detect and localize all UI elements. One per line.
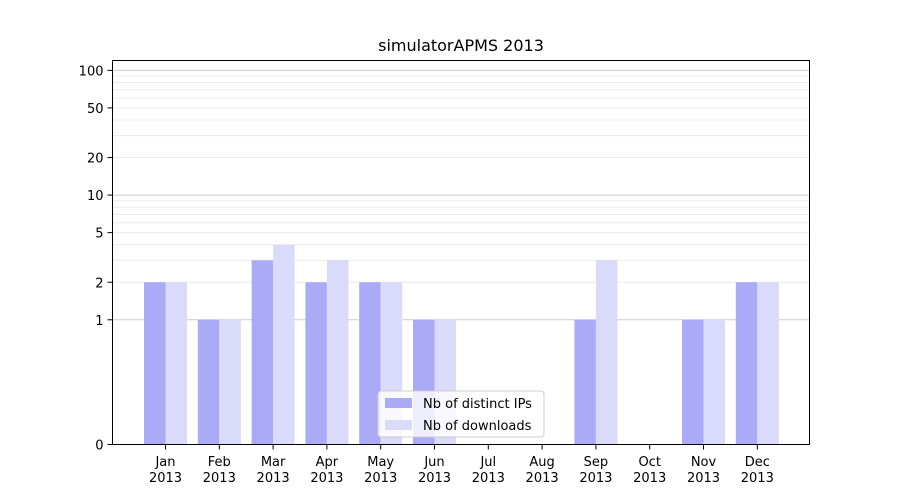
x-tick-label-year: 2013	[741, 471, 774, 486]
bar-distinct-ips	[359, 282, 381, 445]
bar-downloads	[273, 244, 295, 445]
bar-distinct-ips	[197, 319, 220, 445]
legend-swatch-ips	[385, 398, 412, 408]
x-tick-label-month: Sep	[584, 455, 609, 470]
x-tick-label-year: 2013	[310, 471, 343, 486]
grid	[112, 69, 810, 321]
y-tick-label: 1	[95, 314, 103, 329]
y-tick-label: 50	[87, 102, 104, 117]
legend-label-ips: Nb of distinct IPs	[423, 397, 532, 412]
chart-title: simulatorAPMS 2013	[378, 36, 544, 55]
legend-label-downloads: Nb of downloads	[423, 419, 532, 434]
bar-distinct-ips	[305, 282, 327, 445]
x-tick-label-year: 2013	[203, 471, 236, 486]
y-tick-label: 5	[95, 227, 103, 242]
bar-downloads	[757, 282, 779, 445]
bar-distinct-ips	[251, 260, 274, 445]
legend-box	[377, 390, 545, 438]
y-tick-label: 20	[87, 152, 104, 167]
x-axis: Jan2013Feb2013Mar2013Apr2013May2013Jun20…	[149, 444, 774, 486]
x-tick-label-month: Feb	[208, 455, 231, 470]
plot-frame	[112, 60, 810, 445]
x-tick-label-month: Jun	[423, 455, 444, 470]
x-tick-label-year: 2013	[418, 471, 451, 486]
x-tick-label-year: 2013	[472, 471, 505, 486]
x-tick-label-year: 2013	[257, 471, 290, 486]
bar-downloads	[703, 319, 725, 445]
bar-downloads	[165, 282, 187, 445]
x-tick-label-month: Apr	[316, 455, 339, 470]
y-tick-label: 0	[95, 439, 103, 454]
bar-downloads	[326, 260, 349, 445]
x-tick-label-month: Oct	[638, 455, 660, 470]
x-tick-label-year: 2013	[687, 471, 720, 486]
bar-distinct-ips	[735, 282, 758, 445]
legend-swatch-downloads	[385, 420, 412, 430]
bar-distinct-ips	[144, 282, 166, 445]
x-tick-label-month: Jul	[479, 455, 496, 470]
legend: Nb of distinct IPs Nb of downloads	[377, 390, 545, 438]
y-tick-label: 100	[79, 64, 104, 79]
y-axis: 0 1 2 5 10 20 50 100	[79, 64, 113, 454]
x-tick-label-month: Jan	[154, 455, 175, 470]
x-tick-label-month: Nov	[691, 455, 717, 470]
x-tick-label-year: 2013	[526, 471, 559, 486]
x-tick-label-year: 2013	[579, 471, 612, 486]
x-tick-label-month: May	[367, 455, 394, 470]
x-tick-label-month: Mar	[261, 455, 286, 470]
y-tick-label: 2	[95, 276, 103, 291]
bar-downloads	[595, 260, 618, 445]
y-tick-label: 10	[87, 189, 104, 204]
x-tick-label-year: 2013	[633, 471, 666, 486]
bar-downloads	[219, 319, 241, 445]
x-tick-label-year: 2013	[149, 471, 182, 486]
bar-distinct-ips	[682, 319, 704, 445]
x-tick-label-month: Aug	[529, 455, 554, 470]
x-tick-label-year: 2013	[364, 471, 397, 486]
bar-distinct-ips	[574, 319, 596, 445]
x-tick-label-month: Dec	[745, 455, 770, 470]
